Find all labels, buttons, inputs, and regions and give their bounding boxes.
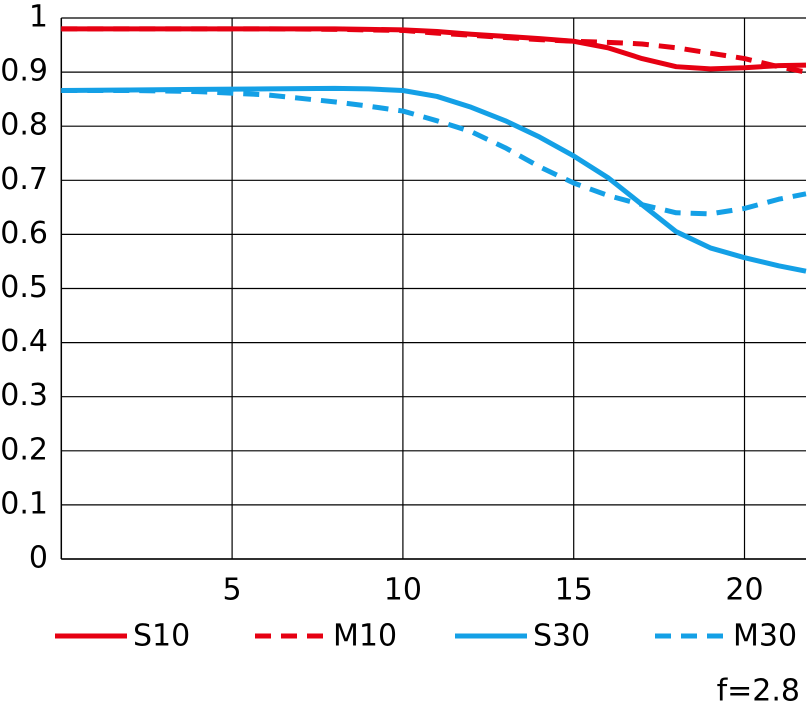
series-line xyxy=(61,26,807,75)
annotation: f=2.8 xyxy=(717,674,800,709)
x-tick-label: 10 xyxy=(384,573,422,608)
y-tick-label: 0.5 xyxy=(0,270,48,305)
series-line xyxy=(61,87,807,217)
y-tick-label: 0 xyxy=(29,541,48,576)
x-tick-label: 15 xyxy=(555,573,593,608)
x-tick-label: 5 xyxy=(223,573,242,608)
legend-label: M30 xyxy=(733,619,797,654)
y-tick-label: 1 xyxy=(29,0,48,35)
y-tick-label: 0.2 xyxy=(0,432,48,467)
x-tick-label: 20 xyxy=(725,573,763,608)
y-tick-label: 0.8 xyxy=(0,108,48,143)
y-tick-label: 0.9 xyxy=(0,54,48,89)
y-tick-label: 0.1 xyxy=(0,486,48,521)
y-tick-label: 0.6 xyxy=(0,216,48,251)
legend-label: M10 xyxy=(333,619,397,654)
series-line xyxy=(61,85,807,274)
y-tick-label: 0.3 xyxy=(0,378,48,413)
legend-label: S30 xyxy=(533,619,590,654)
legend-label: S10 xyxy=(133,619,190,654)
y-tick-label: 0.4 xyxy=(0,324,48,359)
y-tick-label: 0.7 xyxy=(0,162,48,197)
